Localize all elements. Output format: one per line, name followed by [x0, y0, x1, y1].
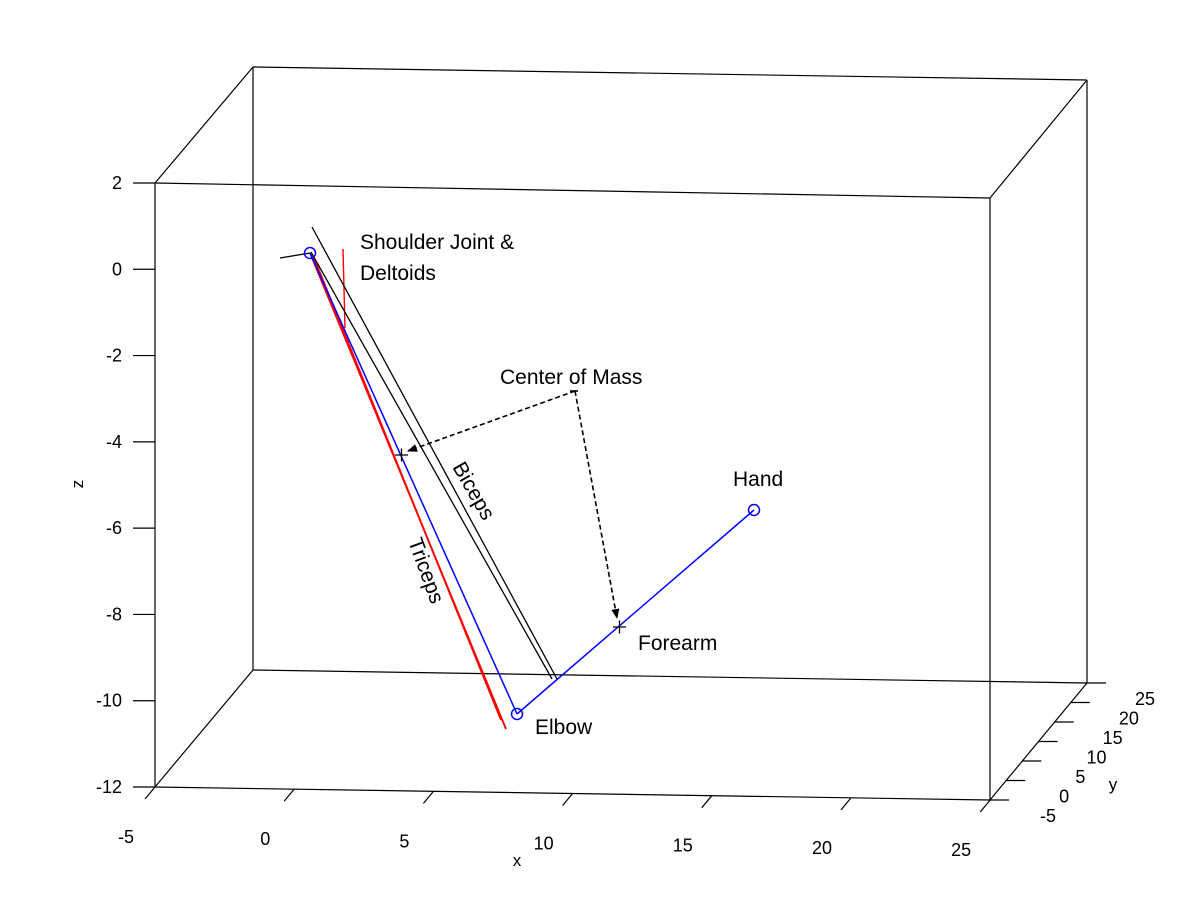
annotation-shoulder: Shoulder Joint & [360, 231, 514, 254]
annotation-hand: Hand [733, 468, 783, 491]
x-tick-mark [422, 790, 434, 804]
z-tick-label: -8 [106, 604, 122, 624]
forearm-com-marker [613, 620, 626, 634]
annotation-center-of-mass: Center of Mass [500, 366, 642, 389]
annotation-forearm: Forearm [638, 632, 717, 655]
z-tick-label: -2 [106, 346, 122, 366]
annotation-deltoids: Deltoids [360, 262, 436, 285]
x-tick-mark [840, 797, 852, 811]
x-tick-mark [979, 799, 991, 813]
x-tick-mark [283, 788, 295, 802]
annotation-elbow: Elbow [535, 716, 593, 739]
z-tick-label: 2 [112, 173, 122, 193]
y-tick-label: 5 [1075, 767, 1085, 787]
deltoid-line [342, 248, 346, 329]
y-tick-label: 10 [1086, 748, 1106, 768]
upper-arm-com-marker [395, 448, 408, 462]
y-tick-label: 20 [1119, 709, 1139, 729]
x-tick-label: 15 [673, 836, 693, 856]
z-axis-label: z [68, 480, 87, 489]
biceps-line-2 [310, 251, 553, 680]
z-tick-label: -10 [96, 691, 122, 711]
x-axis-label: x [513, 851, 522, 870]
shoulder-joint-marker [303, 246, 317, 260]
z-tick-label: -4 [106, 432, 122, 452]
upper-arm-line [309, 252, 518, 715]
com-arrow-forearm [574, 390, 620, 619]
z-axis-ticks: 2 0 -2 -4 -6 -8 -10 -12 [96, 173, 155, 797]
x-tick-mark [701, 795, 713, 809]
annotations: Shoulder Joint & Deltoids Center of Mass… [360, 231, 783, 739]
x-tick-label: 20 [812, 838, 832, 858]
elbow-joint-marker [510, 707, 524, 721]
hand-joint-marker [747, 503, 761, 517]
x-axis-ticks: -5 0 5 10 15 20 25 [118, 786, 991, 860]
x-tick-label: 5 [399, 831, 409, 851]
axes-box [154, 66, 1088, 801]
y-tick-label: 15 [1103, 728, 1123, 748]
forearm-line [516, 509, 755, 715]
y-tick-label: -5 [1040, 806, 1056, 826]
z-tick-label: 0 [112, 259, 122, 279]
triceps-line-2 [313, 257, 502, 721]
x-tick-mark [144, 786, 156, 800]
center-of-mass-markers [395, 448, 626, 634]
x-tick-label: 25 [951, 840, 971, 860]
z-tick-label: -6 [106, 518, 122, 538]
com-arrow-upper-arm [407, 390, 576, 452]
x-tick-label: -5 [118, 827, 134, 847]
y-axis-label: y [1109, 775, 1118, 794]
series-arm [303, 246, 761, 721]
y-tick-label: 25 [1135, 689, 1155, 709]
x-tick-label: 10 [534, 834, 554, 854]
center-of-mass-arrows [407, 390, 620, 619]
biceps-line-1 [311, 226, 558, 680]
series-biceps [279, 226, 558, 680]
series-triceps [309, 248, 507, 730]
x-tick-mark [562, 793, 574, 806]
x-tick-label: 0 [260, 829, 270, 849]
z-tick-label: -12 [96, 777, 122, 797]
y-tick-label: 0 [1059, 787, 1069, 807]
